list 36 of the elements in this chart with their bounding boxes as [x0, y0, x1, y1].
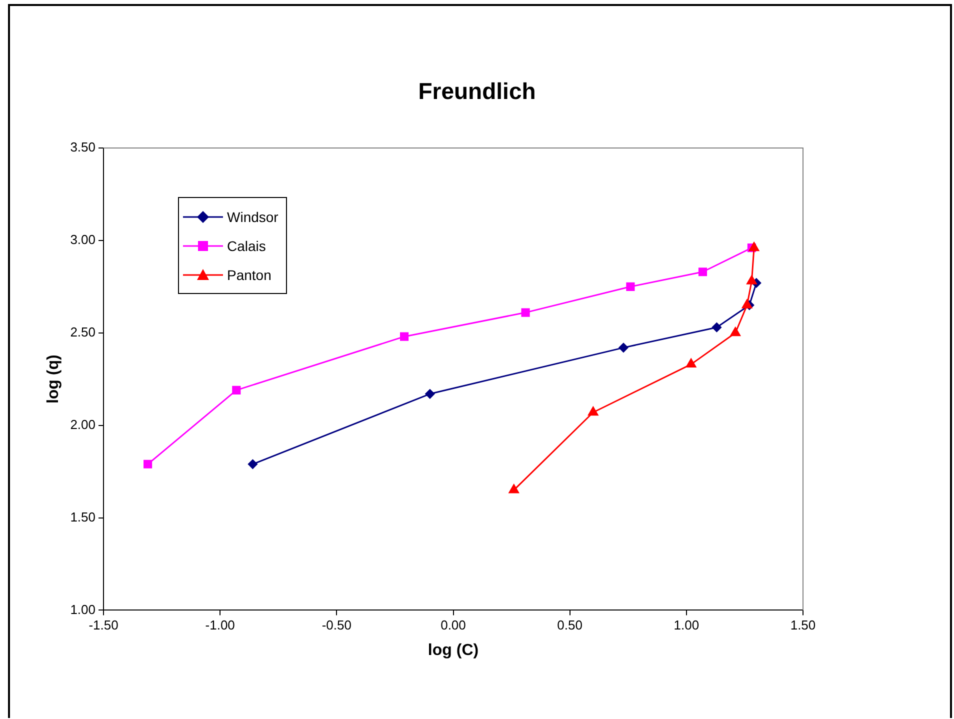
x-tick-label: -0.50: [322, 618, 352, 633]
point: [508, 484, 519, 494]
y-tick-label: 2.50: [70, 324, 96, 340]
point: [618, 342, 628, 352]
x-tick-label: -1.50: [88, 618, 118, 633]
point: [626, 282, 635, 291]
point: [588, 406, 598, 416]
legend-label: Windsor: [227, 208, 278, 224]
y-tick-label: 1.50: [70, 509, 96, 524]
y-axis-title: log (q): [45, 354, 62, 404]
x-tick-label: 1.00: [674, 618, 700, 633]
point: [742, 299, 752, 308]
point: [712, 322, 722, 332]
point: [232, 386, 241, 394]
x-tick-label: 0.50: [557, 618, 582, 633]
y-tick-label: 3.00: [70, 232, 96, 248]
x-tick-label: 1.50: [790, 618, 816, 633]
chart-title: Freundlich: [417, 78, 537, 105]
x-tick-label: 0.00: [440, 618, 466, 633]
x-tick-label: -1.00: [205, 618, 235, 633]
point: [144, 460, 152, 468]
point: [686, 358, 696, 368]
point: [248, 459, 258, 469]
y-tick-label: 2.00: [70, 416, 96, 432]
point: [730, 327, 740, 336]
legend-label: Panton: [227, 266, 272, 282]
point: [425, 389, 435, 399]
point: [748, 242, 760, 252]
legend-label: Calais: [227, 238, 266, 254]
point: [521, 308, 530, 317]
point: [746, 275, 757, 284]
y-tick-label: 1.00: [70, 602, 96, 617]
point: [698, 268, 708, 276]
point: [400, 332, 409, 341]
y-tick-label: 3.50: [70, 140, 96, 155]
x-axis-title: log (C): [428, 642, 479, 659]
